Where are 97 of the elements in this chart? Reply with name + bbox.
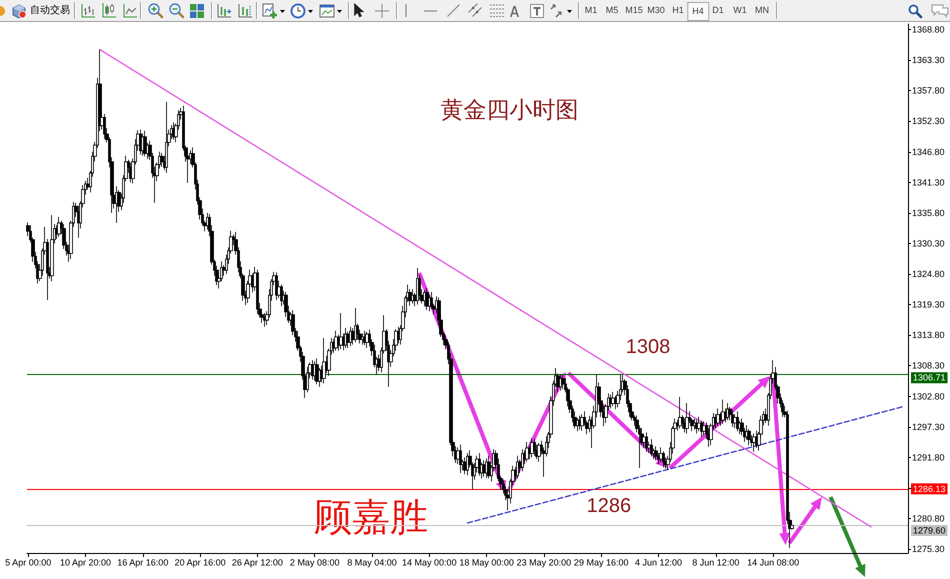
candlestick: [530, 438, 534, 458]
y-tick-label: 1302.80: [912, 391, 945, 402]
candlestick: [561, 374, 565, 390]
candlestick: [482, 460, 486, 478]
x-tick-label: 10 Apr 20:00: [60, 558, 112, 568]
annotation: 1308: [626, 336, 670, 358]
candlestick: [678, 396, 682, 429]
text: H1: [672, 5, 684, 16]
candlestick: [77, 205, 80, 238]
candlestick: [334, 330, 338, 352]
y-tick-label: 1291.80: [912, 452, 945, 462]
candlestick: [726, 402, 729, 421]
candlestick: [361, 333, 364, 346]
candlestick: [143, 130, 147, 157]
candlestick: [344, 328, 347, 348]
candlestick: [275, 272, 278, 301]
candlestick: [654, 446, 658, 461]
candlestick: [559, 374, 562, 392]
text: M15: [625, 5, 643, 16]
candlestick: [103, 114, 106, 140]
candlestick: [256, 269, 259, 314]
x-tick-label: 18 May 00:00: [459, 558, 514, 568]
candlestick: [365, 331, 369, 348]
x-tick-label: 2 May 08:00: [290, 558, 340, 568]
candlestick: [425, 288, 429, 311]
y-tick-label: 1341.30: [912, 177, 945, 188]
candlestick: [525, 441, 529, 462]
candlestick: [733, 414, 737, 428]
text: 自动交易: [30, 5, 70, 17]
candlestick: [645, 432, 648, 452]
text: M5: [606, 5, 618, 16]
candlestick: [315, 358, 319, 384]
y-tick-label: 1357.80: [912, 86, 945, 96]
candlestick: [423, 290, 426, 307]
candlestick: [695, 419, 698, 434]
text: H4: [687, 2, 709, 21]
text: M30: [647, 5, 665, 16]
x-tick-label: 23 May 20:00: [516, 558, 572, 568]
candlestick: [115, 186, 118, 224]
x-tick-label: 4 Jun 12:00: [634, 558, 682, 568]
candlestick: [346, 331, 350, 348]
candlestick: [478, 452, 481, 476]
candlestick: [263, 312, 266, 328]
candlestick: [736, 410, 739, 432]
candlestick: [716, 408, 720, 426]
text: M1: [584, 5, 598, 16]
y-tick-label: 1313.80: [912, 330, 945, 340]
candlestick: [731, 410, 734, 428]
ref-line-label: 1306.71: [913, 372, 946, 383]
candlestick: [322, 338, 326, 384]
x-tick-label: 14 May 00:00: [402, 558, 457, 568]
x-tick-label: 20 Apr 16:00: [174, 558, 226, 568]
annotation: 1286: [586, 495, 632, 517]
candlestick: [416, 268, 419, 306]
text: MN: [755, 5, 769, 16]
candlestick: [611, 391, 615, 407]
x-tick-label: 5 Apr 00:00: [5, 558, 52, 568]
candlestick: [466, 452, 469, 476]
text: W1: [733, 5, 747, 16]
x-tick-label: 26 Apr 12:00: [232, 558, 283, 568]
candlestick: [578, 415, 581, 430]
y-tick-label: 1346.80: [912, 146, 945, 157]
x-tick-label: 16 Apr 16:00: [117, 558, 168, 568]
y-tick-label: 1330.30: [912, 238, 945, 248]
ref-line-label: 1279.60: [913, 526, 946, 536]
candlestick: [755, 430, 758, 448]
candlestick: [693, 418, 696, 430]
text: 黄金四小时图: [440, 96, 578, 122]
y-tick-label: 1275.30: [912, 544, 945, 554]
x-tick-label: 8 May 04:00: [347, 558, 397, 568]
candlestick: [521, 448, 524, 472]
candlestick: [349, 326, 352, 347]
candlestick: [463, 457, 467, 474]
x-tick-label: 8 Jun 12:00: [692, 558, 740, 568]
x-tick-label: 14 Jun 08:00: [747, 558, 800, 568]
y-tick-label: 1319.30: [912, 300, 945, 310]
y-tick-label: 1308.30: [912, 360, 945, 371]
candlestick: [702, 420, 706, 436]
y-tick-label: 1324.80: [912, 269, 945, 280]
y-tick-label: 1368.80: [912, 24, 945, 35]
candlestick: [580, 414, 584, 432]
y-tick-label: 1335.80: [912, 208, 945, 218]
candlestick: [516, 455, 519, 479]
candlestick: [459, 444, 462, 474]
candlestick: [411, 288, 414, 304]
ref-line-label: 1286.13: [913, 484, 946, 494]
x-tick-label: 29 May 16:00: [574, 558, 628, 568]
candlestick: [339, 312, 343, 350]
candlestick: [650, 438, 653, 457]
y-tick-label: 1363.30: [912, 55, 945, 66]
y-tick-label: 1352.30: [912, 116, 945, 126]
candlestick: [700, 420, 703, 438]
candlestick: [280, 284, 283, 307]
y-tick-label: 1297.30: [912, 422, 945, 432]
text: D1: [712, 5, 724, 16]
candlestick: [721, 399, 725, 424]
y-tick-label: 1280.80: [912, 514, 945, 524]
